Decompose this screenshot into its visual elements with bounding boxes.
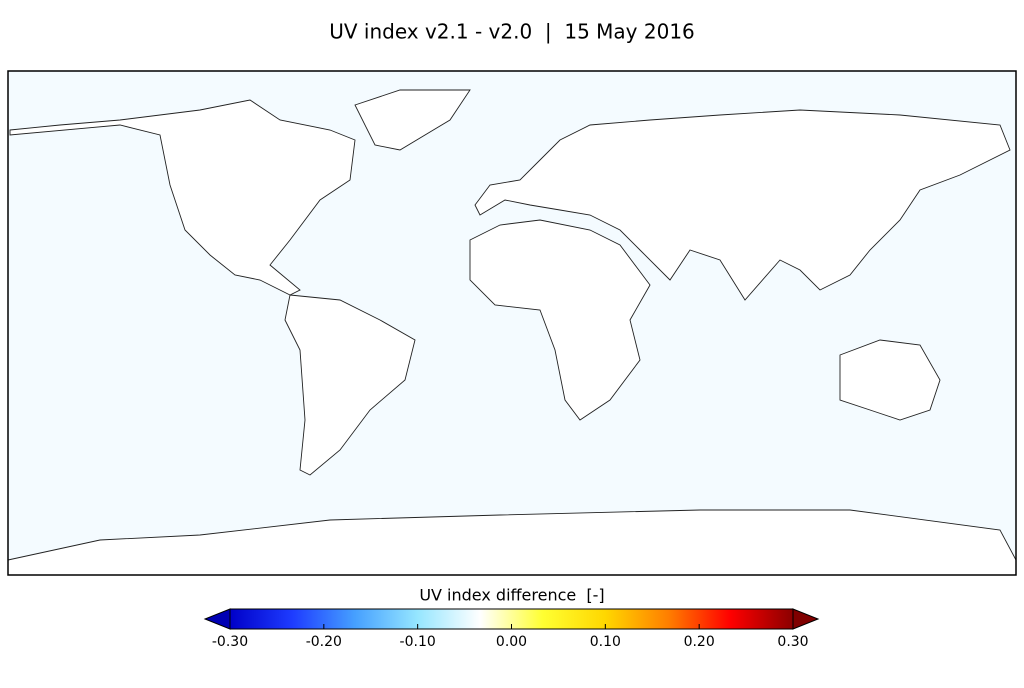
map-frame: [7, 70, 1017, 576]
greenland: [354, 89, 471, 151]
colorbar-tick-label: 0.20: [684, 634, 715, 650]
south-america: [284, 294, 416, 476]
colorbar-under: [203, 608, 231, 630]
africa: [469, 219, 651, 421]
colorbar: UV index difference [-] -0.30 -0.20 -0.10 0…: [203, 586, 820, 650]
colorbar-tick-label: 0.00: [496, 634, 527, 650]
colorbar-tick-label: -0.30: [212, 634, 248, 650]
map-title: UV index v2.1 - v2.0 | 15 May 2016: [329, 20, 695, 44]
colorbar-label: UV index difference [-]: [419, 586, 604, 605]
colorbar-tick-label: 0.10: [590, 634, 621, 650]
colorbar-tick-label: -0.10: [400, 634, 436, 650]
map-panel: [7, 70, 1017, 576]
australia: [839, 339, 941, 421]
eurasia: [474, 109, 1011, 301]
colorbar-tick-label: 0.30: [777, 634, 808, 650]
north-america: [9, 99, 356, 296]
colorbar-tick-label: -0.20: [306, 634, 342, 650]
colorbar-over: [792, 608, 820, 630]
